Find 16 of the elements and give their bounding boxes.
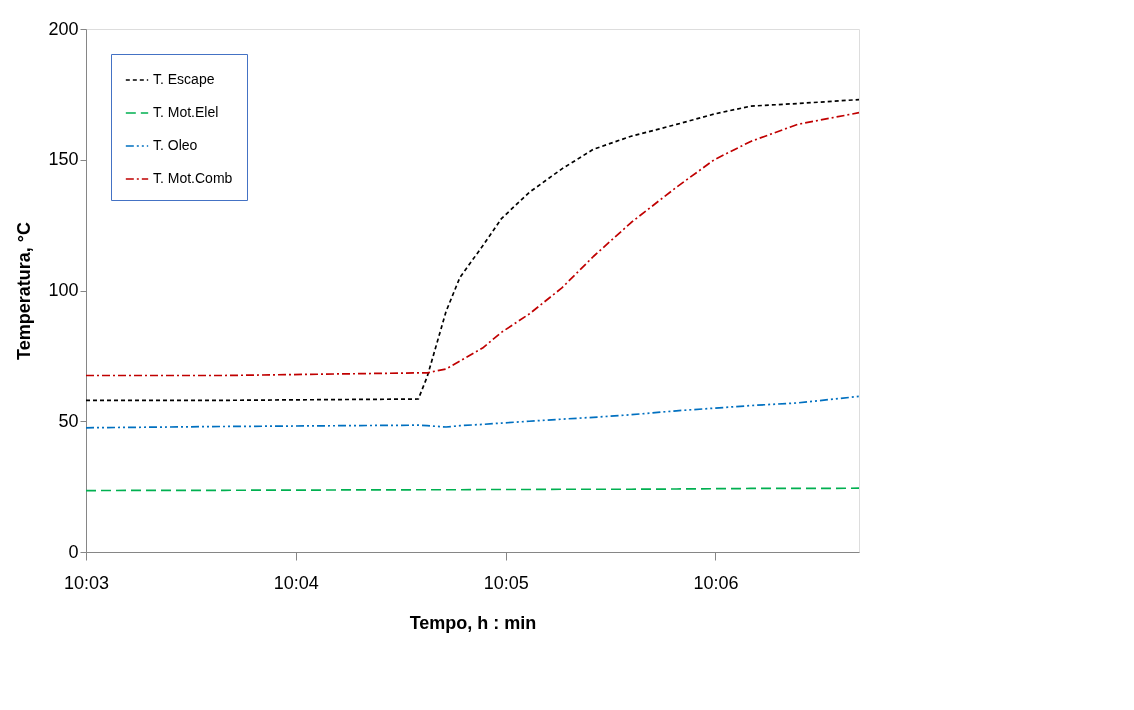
x-axis-title: Tempo, h : min [409,612,537,633]
y-tick-label: 100 [48,280,79,300]
legend-label: T. Mot.Elel [153,104,219,120]
y-tick-label: 200 [48,18,79,39]
legend-label: T. Oleo [153,137,198,153]
x-tick-label: 10:05 [483,572,529,593]
y-tick-label: 0 [68,541,79,562]
y-tick-label: 150 [48,149,79,170]
line-series [85,395,860,429]
x-tick-label: 10:03 [63,572,110,593]
x-tick-label: 10:06 [693,572,739,593]
y-axis-title: Temperatura, °C [14,222,35,360]
legend-label: T. Escape [153,71,215,87]
y-tick-label: 50 [58,410,79,431]
x-tick-label: 10:04 [273,572,319,593]
legend-label: T. Mot.Comb [153,170,233,186]
